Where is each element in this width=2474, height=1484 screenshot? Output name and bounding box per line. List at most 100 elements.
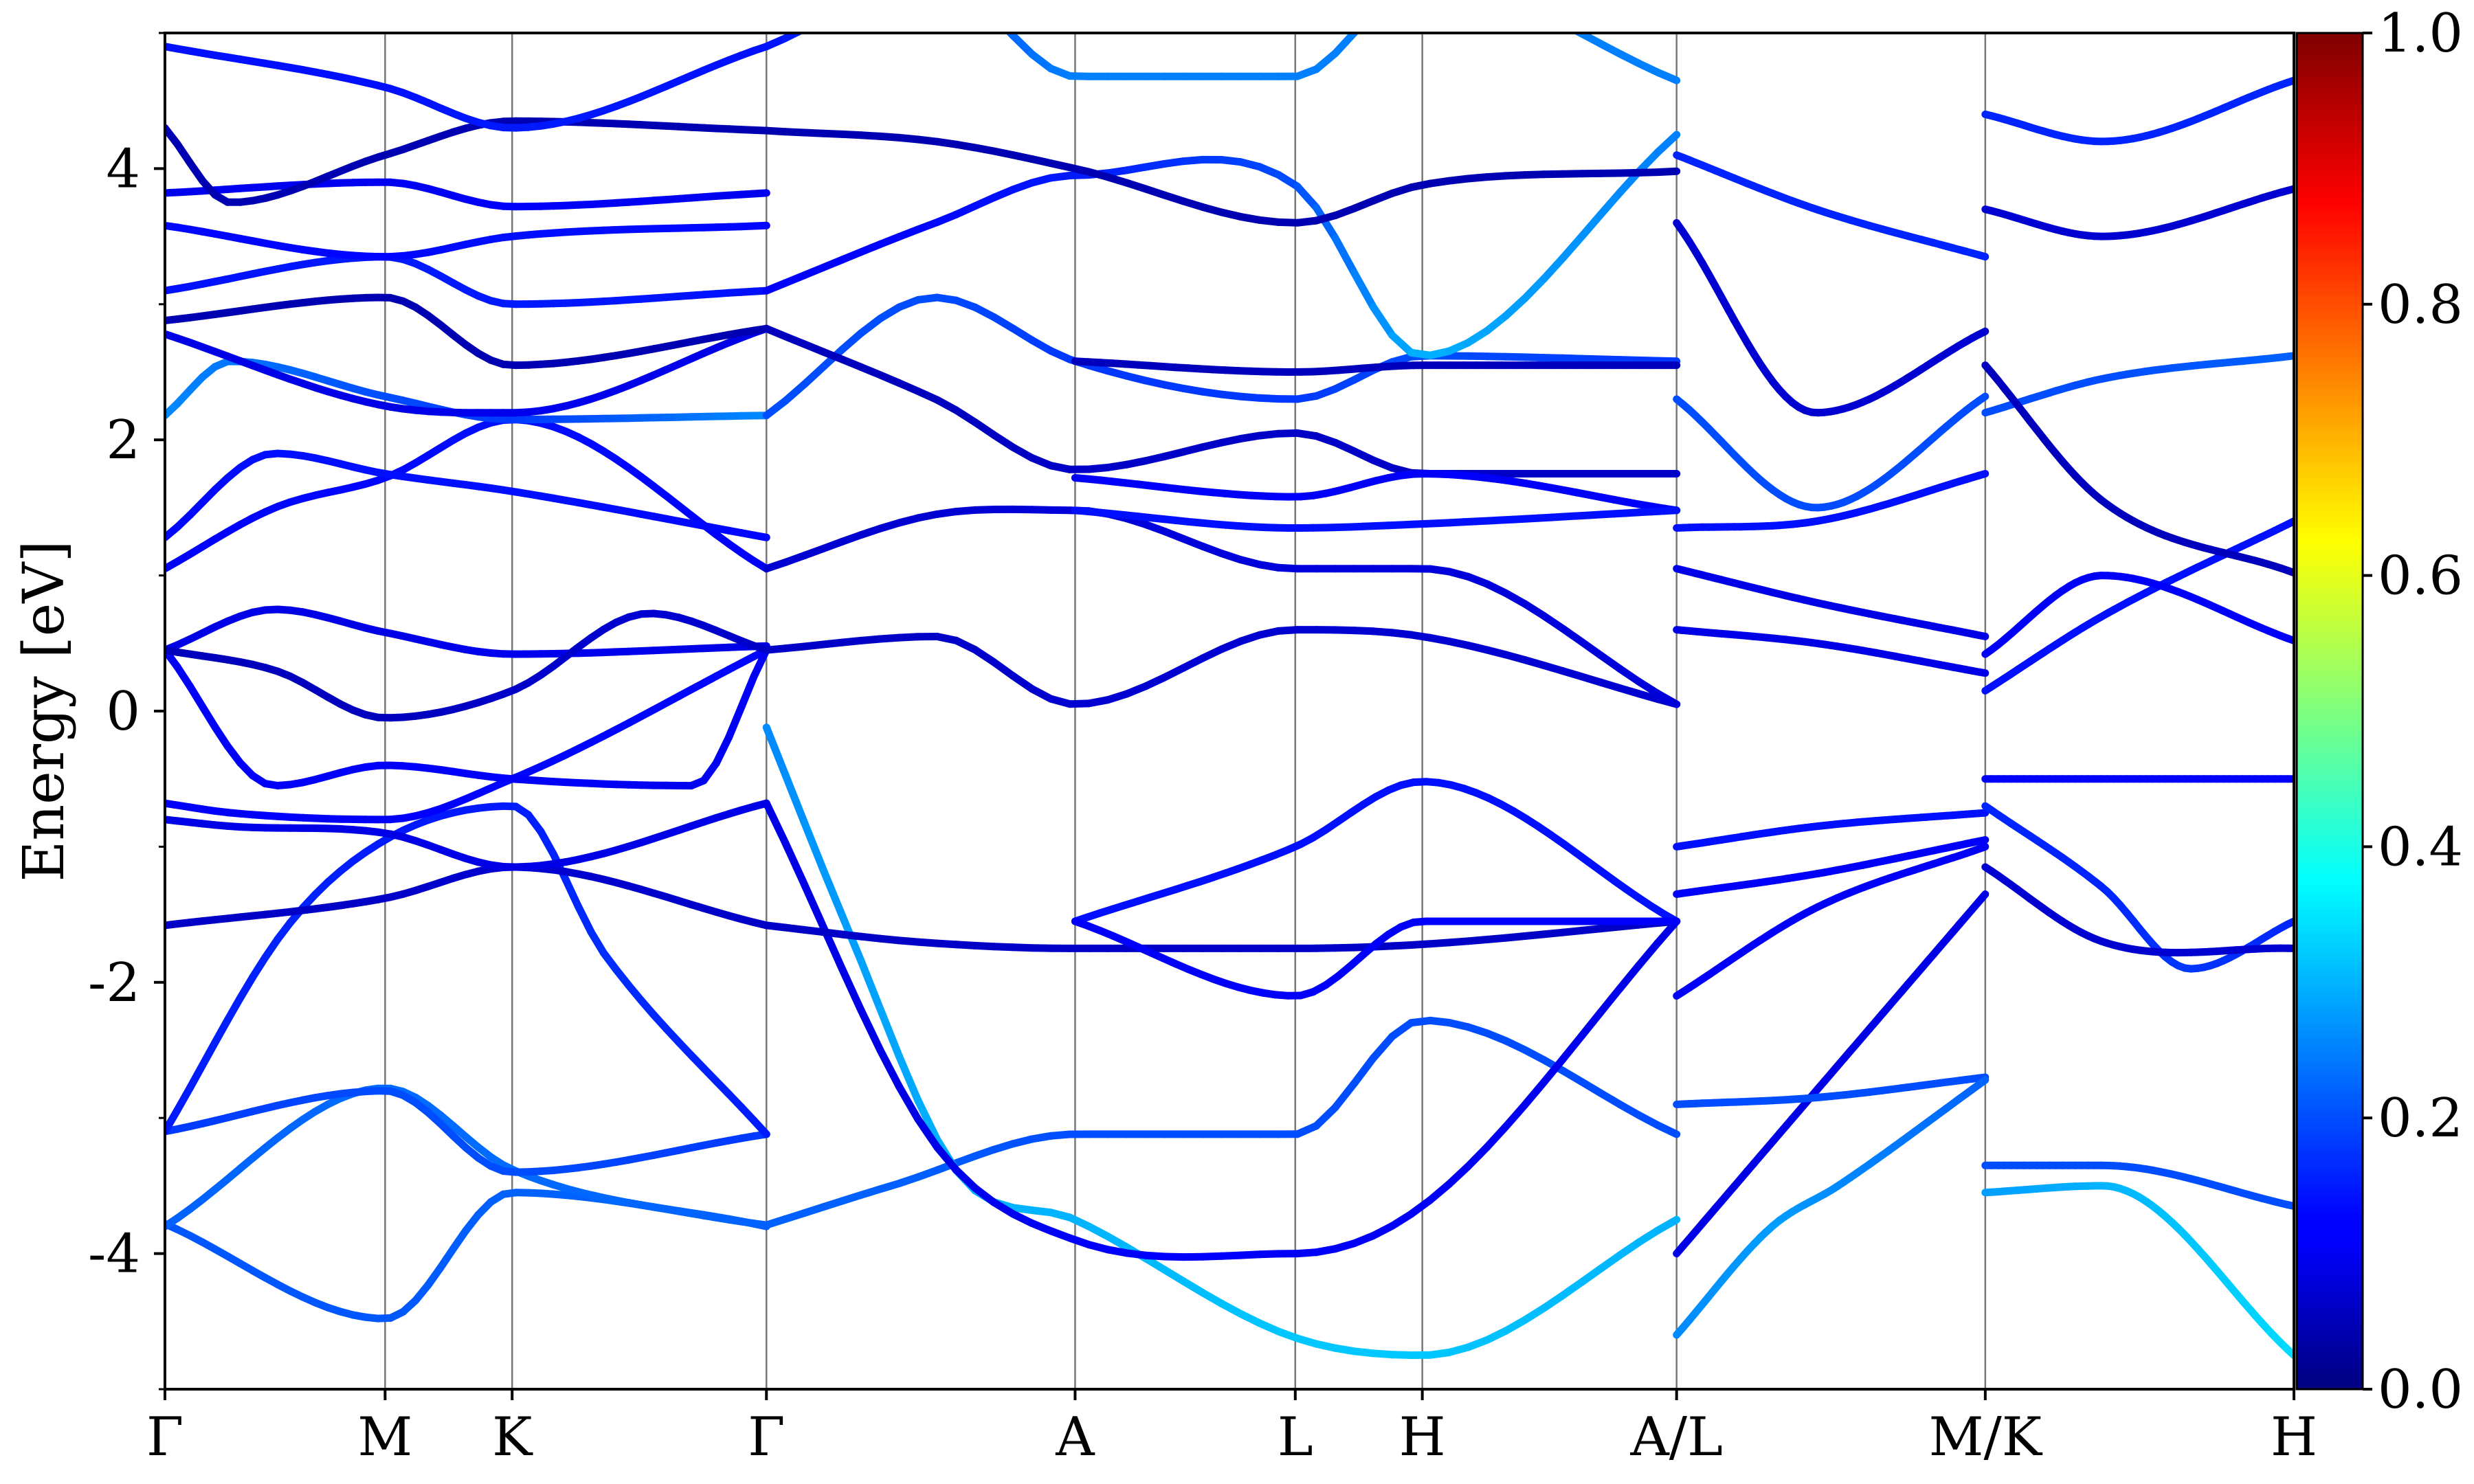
band-series — [1071, 506, 1681, 532]
band-series — [165, 799, 770, 871]
band-segment — [1975, 631, 1990, 640]
band-segment — [1009, 672, 1036, 693]
band-segment — [1578, 1008, 1605, 1040]
band-segment — [1525, 5, 1544, 14]
band-segment — [857, 957, 884, 1013]
band-segment — [1653, 68, 1681, 85]
band-series — [1673, 1076, 1990, 1339]
x-tick-label: H — [1399, 1406, 1446, 1468]
band-series — [1071, 470, 1681, 515]
band-segment — [173, 663, 194, 690]
band-lines — [165, 0, 2294, 1360]
band-segment — [575, 903, 595, 936]
band-segment — [537, 827, 557, 858]
band-series — [1673, 836, 1990, 898]
band-segment — [1540, 1291, 1567, 1312]
band-segment — [1653, 167, 1681, 177]
band-segment — [1350, 269, 1377, 311]
band-segment — [1635, 148, 1662, 176]
y-tick-label: 2 — [106, 409, 140, 471]
band-segment — [762, 397, 790, 420]
band-series — [165, 1087, 770, 1176]
band-segment — [1975, 836, 1990, 845]
band-segment — [762, 723, 790, 779]
band-series — [1071, 778, 1681, 925]
band-segment — [1660, 506, 1681, 515]
band-series — [1981, 863, 2294, 957]
x-tick-label: Γ — [146, 1406, 183, 1468]
band-series — [762, 799, 1681, 1261]
y-tick-label: 0 — [106, 681, 140, 743]
band-segment — [211, 723, 232, 750]
x-axis-ticks: Γ M K Γ A L H A/L M/K H — [146, 1389, 2317, 1468]
band-segment — [1975, 1076, 1990, 1089]
band-series — [165, 802, 770, 1138]
band-segment — [800, 880, 827, 931]
band-series — [1673, 151, 1990, 261]
band-segment — [1373, 0, 1392, 11]
band-segment — [236, 973, 257, 1002]
band-segment — [1653, 1215, 1681, 1235]
band-series — [165, 293, 770, 370]
band-segment — [781, 839, 808, 888]
band-segment — [1369, 303, 1396, 339]
band-segment — [1559, 232, 1586, 262]
band-series — [1673, 1073, 1990, 1108]
colorbar-tick-label: 0.2 — [2378, 1088, 2463, 1149]
band-segment — [1616, 664, 1642, 686]
band-segment — [1312, 49, 1339, 74]
band-segment — [562, 876, 583, 911]
band-segment — [1540, 611, 1567, 633]
colorbar-tick-label: 0.8 — [2378, 274, 2463, 336]
band-segment — [876, 1046, 903, 1091]
band-series — [762, 626, 1681, 708]
band-segment — [952, 1166, 979, 1192]
band-series — [1981, 802, 2294, 973]
band-segment — [1559, 1278, 1586, 1299]
band-series — [165, 221, 770, 261]
band-series — [1071, 917, 1681, 1000]
band-segment — [971, 646, 998, 666]
band-segment — [971, 418, 998, 439]
band-segment — [1388, 1019, 1415, 1041]
band-segment — [186, 1061, 207, 1092]
band-series — [1981, 361, 2294, 577]
x-tick-label: H — [2271, 1406, 2317, 1468]
band-series — [165, 324, 770, 417]
band-segment — [1388, 331, 1415, 357]
band-segment — [199, 703, 219, 731]
band-segment — [1653, 1121, 1681, 1138]
band-segment — [914, 1097, 941, 1144]
band-segment — [975, 0, 994, 16]
band-segment — [1596, 651, 1624, 673]
band-segment — [1616, 1238, 1642, 1259]
band-segment — [1521, 275, 1548, 302]
band-segment — [1596, 189, 1624, 218]
band-segment — [1544, 14, 1563, 24]
x-tick-label: Γ — [748, 1406, 785, 1468]
colorbar — [2295, 32, 2364, 1391]
band-segment — [990, 658, 1017, 680]
band-segment — [1506, 0, 1525, 5]
band-segment — [223, 994, 244, 1024]
band-segment — [857, 315, 884, 337]
band-segment — [1483, 312, 1510, 335]
band-segment — [1331, 234, 1359, 277]
band-series — [1673, 809, 1990, 851]
band-segment — [1028, 50, 1055, 73]
band-segment — [1596, 1251, 1624, 1272]
band-segment — [838, 329, 865, 354]
band-segment — [1312, 203, 1339, 242]
band-segment — [1653, 689, 1681, 708]
band-segment — [1975, 392, 1990, 405]
band-segment — [838, 965, 865, 1015]
band-segment — [1540, 254, 1567, 283]
band-segment — [1445, 1162, 1472, 1188]
band-segment — [1331, 1079, 1359, 1112]
band-series — [165, 43, 770, 132]
band-series — [1673, 218, 1990, 417]
band-segment — [186, 682, 207, 711]
band-series — [762, 917, 1681, 952]
band-segment — [819, 866, 847, 920]
band-series — [165, 253, 770, 308]
